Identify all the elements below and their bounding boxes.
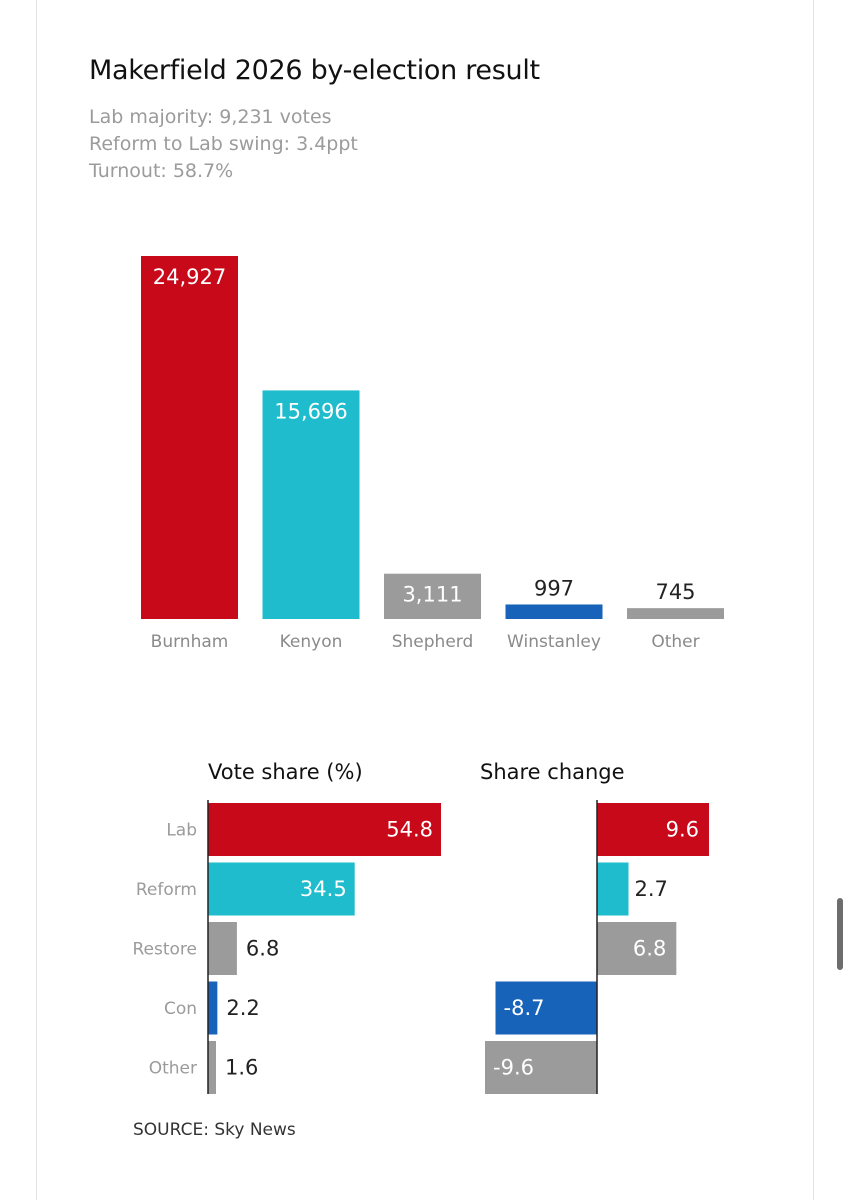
tick-label-other: Other — [651, 632, 699, 652]
share-label-con: 2.2 — [226, 996, 259, 1020]
votes-bar-chart: 24,927 Burnham 15,696 Kenyon 3,111 Shepherd 99… — [141, 256, 724, 652]
bar-kenyon — [262, 390, 360, 619]
swing-text: Reform to Lab swing: 3.4ppt — [89, 133, 358, 155]
bar-label-other: 745 — [655, 580, 695, 604]
vote-share-title: Vote share (%) — [208, 760, 363, 784]
tick-label-shepherd: Shepherd — [392, 632, 474, 652]
change-bar-con — [495, 981, 597, 1035]
share-category-other: Other — [149, 1059, 197, 1079]
tick-label-winstanley: Winstanley — [507, 632, 601, 652]
share-label-other: 1.6 — [225, 1056, 258, 1080]
share-category-lab: Lab — [166, 821, 197, 841]
bar-burnham — [141, 256, 238, 619]
source-note: SOURCE: Sky News — [133, 1120, 296, 1140]
bar-other — [627, 608, 724, 619]
change-label-con: -8.7 — [504, 996, 545, 1020]
change-label-reform: 2.7 — [635, 877, 668, 901]
change-bar-reform — [597, 862, 629, 916]
bar-shepherd — [384, 573, 481, 619]
share-label-reform: 34.5 — [300, 877, 347, 901]
change-label-lab: 9.6 — [666, 818, 699, 842]
change-label-other: -9.6 — [493, 1056, 534, 1080]
share-change-title: Share change — [480, 760, 625, 784]
share-bar-other — [208, 1041, 216, 1094]
share-label-restore: 6.8 — [246, 937, 279, 961]
share-category-restore: Restore — [132, 940, 197, 960]
majority-text: Lab majority: 9,231 votes — [89, 106, 332, 128]
change-bar-other — [485, 1041, 597, 1094]
bar-label-winstanley: 997 — [534, 576, 574, 600]
tick-label-burnham: Burnham — [151, 632, 229, 652]
share-bar-restore — [208, 922, 237, 975]
share-label-lab: 54.8 — [386, 818, 433, 842]
turnout-text: Turnout: 58.7% — [89, 160, 234, 182]
bar-label-shepherd: 3,111 — [402, 583, 462, 607]
chart-title: Makerfield 2026 by-election result — [89, 55, 540, 86]
share-category-reform: Reform — [136, 880, 197, 900]
share-category-con: Con — [164, 999, 197, 1019]
change-bar-lab — [597, 803, 709, 856]
share-bar-lab — [208, 803, 441, 856]
bar-winstanley — [505, 604, 603, 619]
change-bar-restore — [597, 922, 677, 975]
bar-label-kenyon: 15,696 — [274, 399, 347, 423]
change-label-restore: 6.8 — [633, 937, 666, 961]
tick-label-kenyon: Kenyon — [280, 632, 343, 652]
bar-label-burnham: 24,927 — [153, 265, 226, 289]
share-bar-con — [208, 981, 218, 1035]
scrollbar-thumb[interactable] — [837, 898, 843, 970]
share-bar-reform — [208, 862, 355, 916]
